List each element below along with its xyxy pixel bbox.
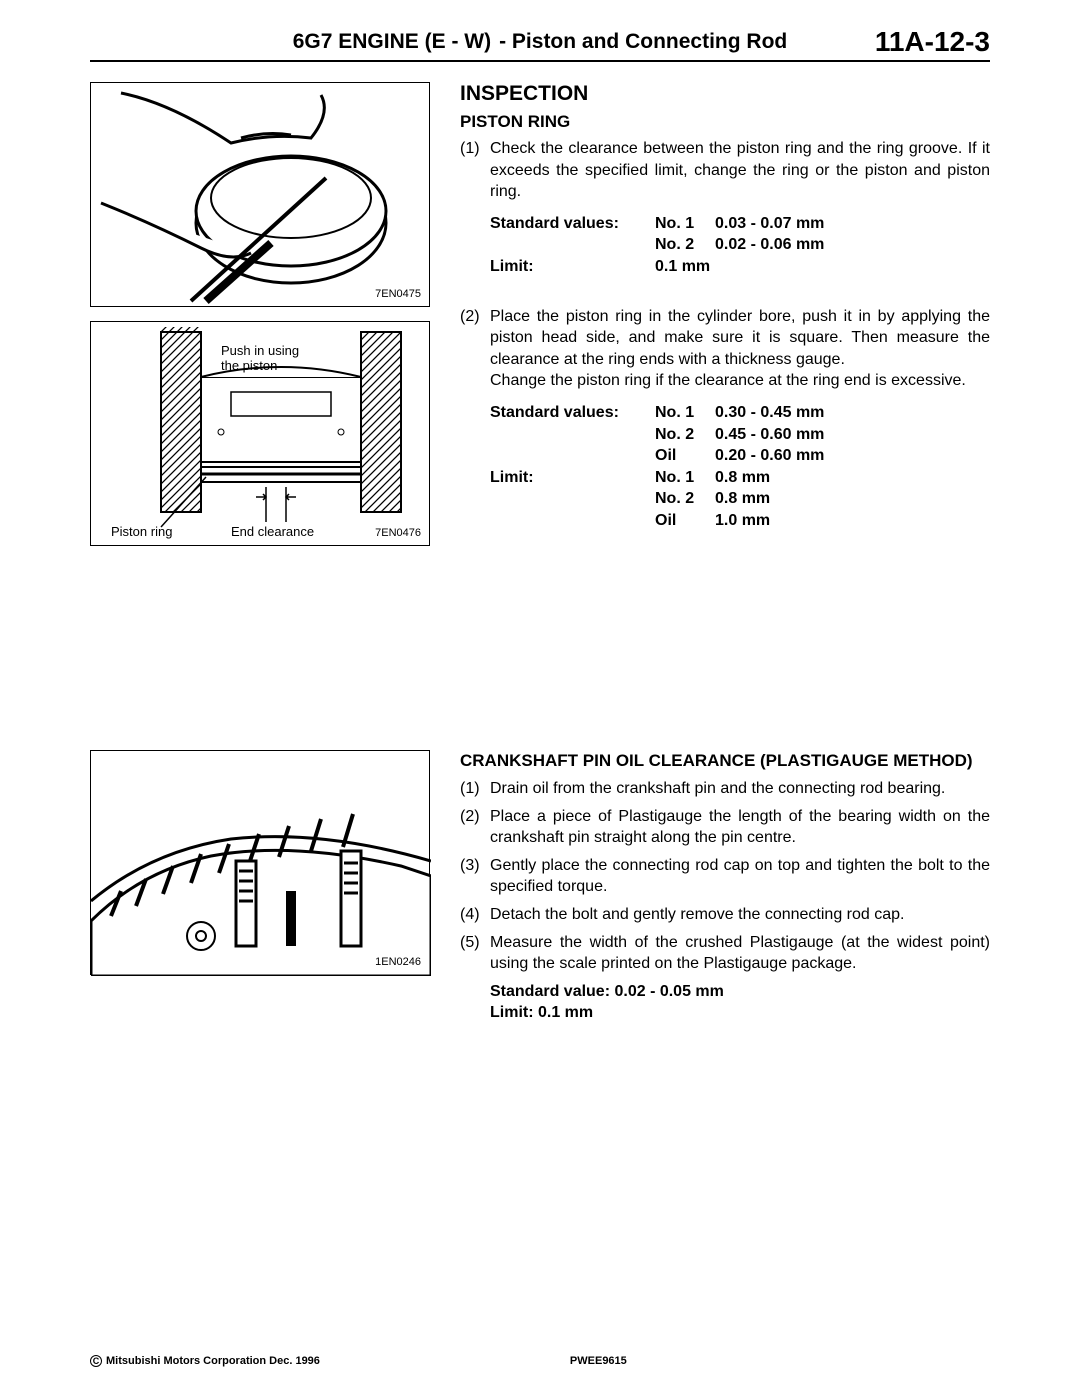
crank-spec: Standard value: 0.02 - 0.05 mm Limit: 0.…: [490, 981, 990, 1024]
pr-spec2: Standard values: No. 1 0.30 - 0.45 mm No…: [490, 402, 990, 532]
annot-push: Push in using the piston: [221, 344, 299, 374]
spec2-l1k: No. 1: [655, 467, 715, 489]
page-header: 6G7 ENGINE (E - W) - Piston and Connecti…: [90, 30, 990, 62]
footer-left-text: Mitsubishi Motors Corporation Dec. 1996: [106, 1355, 320, 1367]
crank-s4t: Detach the bolt and gently remove the co…: [490, 904, 990, 926]
spec2-r2k: No. 2: [655, 424, 715, 446]
crank-s4: (4) Detach the bolt and gently remove th…: [460, 904, 990, 926]
pr-step2: (2) Place the piston ring in the cylinde…: [460, 306, 990, 392]
spec2-r3v: 0.20 - 0.60 mm: [715, 445, 824, 467]
content-top: 7EN0475: [90, 82, 990, 560]
crank-lim: Limit: 0.1 mm: [490, 1002, 990, 1024]
annot-end-clearance: End clearance: [231, 524, 314, 539]
inspection-title: INSPECTION: [460, 82, 990, 106]
left-column-2: 1EN0246: [90, 750, 430, 1024]
page-number: 11A-12-3: [875, 26, 990, 58]
pr-step2-num: (2): [460, 306, 490, 392]
figure2-code: 7EN0476: [375, 527, 421, 539]
pr-step2-txt-b: Change the piston ring if the clearance …: [490, 372, 966, 389]
copyright-icon: C: [90, 1355, 102, 1367]
pr-spec1: Standard values: No. 1 0.03 - 0.07 mm No…: [490, 213, 990, 278]
spec1-r2v: 0.02 - 0.06 mm: [715, 234, 824, 256]
header-title: 6G7 ENGINE (E - W): [293, 30, 491, 54]
spec1-r1v: 0.03 - 0.07 mm: [715, 213, 824, 235]
figure1-svg: [91, 83, 431, 308]
spec2-r2v: 0.45 - 0.60 mm: [715, 424, 824, 446]
spec2-l3k: Oil: [655, 510, 715, 532]
spec2-r1k: No. 1: [655, 402, 715, 424]
spec2-limit-label: Limit:: [490, 467, 655, 489]
figure-plastigauge: 1EN0246: [90, 750, 430, 975]
figure3-svg: [91, 751, 431, 976]
crank-s5n: (5): [460, 932, 490, 975]
content-bottom: 1EN0246 CRANKSHAFT PIN OIL CLEARANCE (PL…: [90, 750, 990, 1024]
figure1-code: 7EN0475: [375, 288, 421, 300]
crank-s5: (5) Measure the width of the crushed Pla…: [460, 932, 990, 975]
spec1-limit-label: Limit:: [490, 256, 655, 278]
crank-s3: (3) Gently place the connecting rod cap …: [460, 855, 990, 898]
spec1-r2k: No. 2: [655, 234, 715, 256]
crank-title: CRANKSHAFT PIN OIL CLEARANCE (PLASTIGAUG…: [460, 750, 990, 772]
pr-step1-txt: Check the clearance between the piston r…: [490, 138, 990, 203]
right-column-top: INSPECTION PISTON RING (1) Check the cle…: [460, 82, 990, 560]
crank-s5t: Measure the width of the crushed Plastig…: [490, 932, 990, 975]
spec2-label: Standard values:: [490, 402, 655, 424]
crank-s3n: (3): [460, 855, 490, 898]
header-subtitle: - Piston and Connecting Rod: [499, 30, 787, 54]
spec1-r1k: No. 1: [655, 213, 715, 235]
figure-piston-ring-check: 7EN0475: [90, 82, 430, 307]
footer-left: C Mitsubishi Motors Corporation Dec. 1996: [90, 1355, 320, 1367]
crank-s1: (1) Drain oil from the crankshaft pin an…: [460, 778, 990, 800]
spec1-label: Standard values:: [490, 213, 655, 235]
annot-piston-ring: Piston ring: [111, 524, 172, 539]
figure3-code: 1EN0246: [375, 956, 421, 968]
pr-step1: (1) Check the clearance between the pist…: [460, 138, 990, 203]
figure-end-clearance: Push in using the piston Piston ring End…: [90, 321, 430, 546]
left-column: 7EN0475: [90, 82, 430, 560]
spec2-r1v: 0.30 - 0.45 mm: [715, 402, 824, 424]
spec2-l2v: 0.8 mm: [715, 488, 770, 510]
spec2-l3v: 1.0 mm: [715, 510, 770, 532]
crank-s1t: Drain oil from the crankshaft pin and th…: [490, 778, 990, 800]
crank-s3t: Gently place the connecting rod cap on t…: [490, 855, 990, 898]
crank-s2n: (2): [460, 806, 490, 849]
piston-ring-title: PISTON RING: [460, 112, 990, 132]
pr-step2-txt: Place the piston ring in the cylinder bo…: [490, 306, 990, 392]
crank-s4n: (4): [460, 904, 490, 926]
crank-s1n: (1): [460, 778, 490, 800]
pr-step2-txt-a: Place the piston ring in the cylinder bo…: [490, 308, 990, 368]
spec2-l2k: No. 2: [655, 488, 715, 510]
spec2-l1v: 0.8 mm: [715, 467, 770, 489]
crank-s2: (2) Place a piece of Plastigauge the len…: [460, 806, 990, 849]
spec2-r3k: Oil: [655, 445, 715, 467]
footer-mid: PWEE9615: [570, 1355, 627, 1367]
crank-s2t: Place a piece of Plastigauge the length …: [490, 806, 990, 849]
right-column-bottom: CRANKSHAFT PIN OIL CLEARANCE (PLASTIGAUG…: [460, 750, 990, 1024]
pr-step1-num: (1): [460, 138, 490, 203]
spec1-limit-val: 0.1 mm: [655, 256, 710, 278]
page-footer: C Mitsubishi Motors Corporation Dec. 1996…: [90, 1355, 990, 1367]
crank-std: Standard value: 0.02 - 0.05 mm: [490, 981, 990, 1003]
